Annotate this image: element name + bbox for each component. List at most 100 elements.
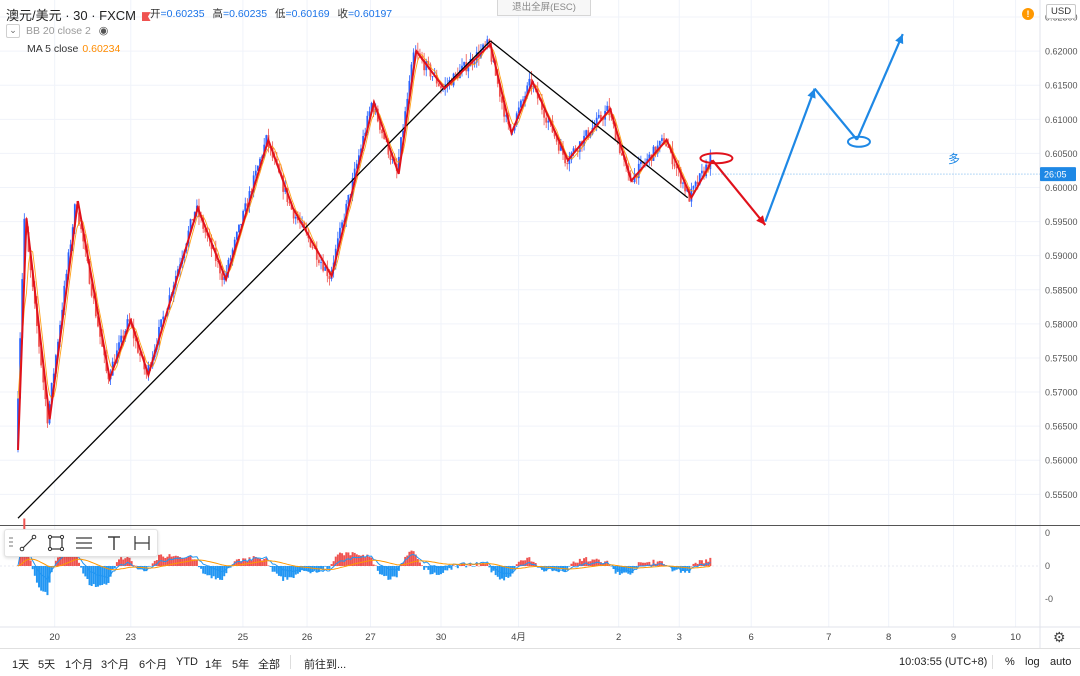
histogram-bar <box>288 566 291 578</box>
candle-body <box>526 85 529 97</box>
candle-body <box>219 261 221 274</box>
rectangle-tool-icon[interactable] <box>45 532 67 554</box>
parallel-channel-tool-icon[interactable] <box>73 532 95 554</box>
histogram-bar <box>90 566 93 586</box>
measure-tool-icon[interactable] <box>131 532 153 554</box>
range-5d[interactable]: 5天 <box>38 659 56 671</box>
alert-icon[interactable]: ! <box>1022 8 1034 20</box>
goto-date-button[interactable]: 前往到... <box>304 659 347 671</box>
histogram-bar <box>267 565 270 567</box>
histogram-bar <box>134 565 137 567</box>
histogram-bar <box>606 560 609 566</box>
auto-toggle[interactable]: auto <box>1050 656 1072 668</box>
histogram-bar <box>690 565 693 567</box>
projection-segment <box>813 87 858 141</box>
histogram-bar <box>652 559 655 566</box>
text-tool-icon[interactable] <box>103 532 125 554</box>
histogram-bar <box>280 566 283 577</box>
histogram-bar <box>311 566 314 572</box>
histogram-bar <box>526 557 529 566</box>
ma-indicator-label[interactable]: MA 5 close <box>27 43 79 55</box>
candle-body <box>528 78 531 86</box>
candle-body <box>520 100 522 108</box>
histogram-bar <box>688 566 691 573</box>
range-1m[interactable]: 1个月 <box>65 659 94 671</box>
candle-body <box>682 182 684 184</box>
drag-handle[interactable] <box>9 537 13 549</box>
bb-indicator-label[interactable]: BB 20 close 2 <box>26 25 91 37</box>
candle-body <box>675 166 678 169</box>
candle-body <box>238 224 240 233</box>
price-tick-label: 0.61500 <box>1045 81 1078 91</box>
chevron-down-icon[interactable]: ⌄ <box>6 24 20 39</box>
histogram-bar <box>612 566 615 570</box>
range-ytd[interactable]: YTD <box>176 656 198 668</box>
price-tick-label: 0.58000 <box>1045 319 1078 329</box>
histogram-bar <box>320 566 323 570</box>
candle-body <box>517 107 520 114</box>
histogram-bar <box>42 566 45 592</box>
symbol-text[interactable]: 澳元/美元 · 30 · FXCM <box>6 8 137 23</box>
bb-indicator-row[interactable]: ⌄ BB 20 close 2 ◉ <box>6 24 109 39</box>
histogram-bar <box>92 566 95 585</box>
candle-body <box>560 145 562 151</box>
histogram-bar <box>296 566 299 574</box>
candle-body <box>162 316 165 320</box>
candle-body <box>40 346 43 366</box>
time-tick-label: 20 <box>49 632 60 643</box>
histogram-bar <box>248 557 251 566</box>
histogram-bar <box>378 566 381 575</box>
ma-indicator-row[interactable]: MA 5 close 0.60234 <box>27 43 120 55</box>
candle-body <box>347 195 350 204</box>
range-all[interactable]: 全部 <box>258 659 280 671</box>
candle-body <box>621 153 623 156</box>
trendline-tool-icon[interactable] <box>17 532 39 554</box>
trendline <box>489 40 689 199</box>
gear-icon[interactable]: ⚙ <box>1053 629 1066 645</box>
candle-body <box>324 266 327 271</box>
candle-body <box>147 364 150 375</box>
histogram-bar <box>454 566 457 567</box>
percent-toggle[interactable]: % <box>1005 656 1015 668</box>
histogram-bar <box>423 566 426 570</box>
histogram-bar <box>338 552 341 566</box>
histogram-bar <box>166 556 169 566</box>
range-1y[interactable]: 1年 <box>205 659 223 671</box>
histogram-bar <box>103 566 106 584</box>
histogram-bar <box>44 566 47 592</box>
candle-body <box>639 161 642 164</box>
histogram-bar <box>482 563 485 566</box>
histogram-bar <box>309 566 312 574</box>
histogram-bar <box>78 562 81 566</box>
histogram-bar <box>109 566 112 577</box>
currency-button[interactable]: USD <box>1046 4 1077 19</box>
high-value: =0.60235 <box>223 8 268 20</box>
symbol-title[interactable]: 澳元/美元 · 30 · FXCM <box>6 5 157 24</box>
histogram-bar <box>307 566 310 572</box>
candle-body <box>88 261 91 284</box>
price-tick-label: 0.59500 <box>1045 217 1078 227</box>
exit-fullscreen-button[interactable]: 退出全屏(ESC) <box>497 0 591 16</box>
oscillator-slow-line <box>17 558 711 571</box>
range-1d[interactable]: 1天 <box>12 659 30 671</box>
clock-readout[interactable]: 10:03:55 (UTC+8) <box>899 656 988 668</box>
histogram-bar <box>353 552 356 566</box>
range-6m[interactable]: 6个月 <box>139 659 168 671</box>
histogram-bar <box>82 566 85 574</box>
candle-body <box>284 187 287 192</box>
candle-body <box>288 202 291 204</box>
range-3m[interactable]: 3个月 <box>101 659 130 671</box>
eye-icon[interactable]: ◉ <box>98 25 109 37</box>
drawing-toolbar[interactable] <box>4 529 158 557</box>
candle-body <box>256 165 259 171</box>
candle-body <box>692 185 695 189</box>
candle-body <box>437 83 440 87</box>
annotation-long[interactable]: 多 <box>948 152 961 166</box>
candle-body <box>387 139 390 155</box>
histogram-bar <box>513 566 516 570</box>
log-toggle[interactable]: log <box>1025 656 1040 668</box>
bottom-toolbar: 1天 5天 1个月 3个月 6个月 YTD 1年 5年 全部 前往到... 10… <box>0 648 1080 676</box>
range-5y[interactable]: 5年 <box>232 659 250 671</box>
arrowhead <box>807 88 816 99</box>
